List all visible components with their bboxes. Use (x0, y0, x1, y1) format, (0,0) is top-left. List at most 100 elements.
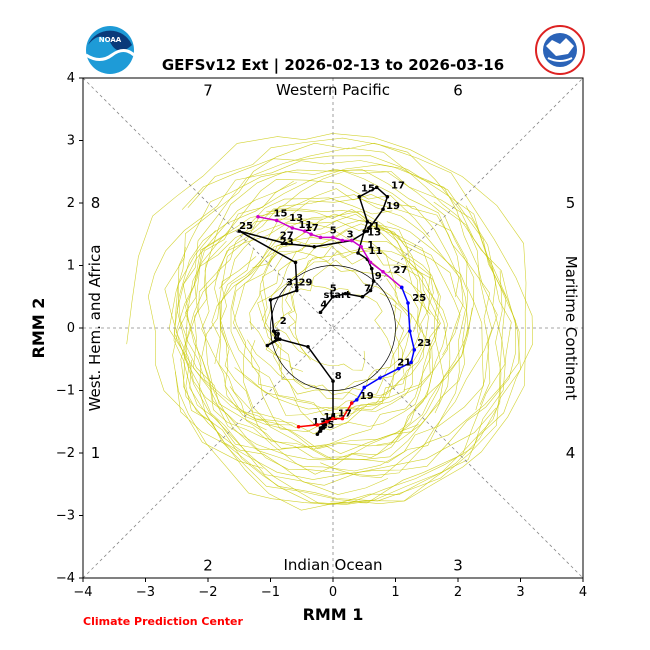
data-point (331, 416, 335, 421)
data-point (362, 385, 367, 390)
day-label: 13 (289, 213, 303, 224)
data-point (278, 337, 282, 342)
y-tick-label: −3 (56, 509, 75, 524)
day-label: 19 (360, 391, 374, 402)
x-tick-label: 3 (516, 585, 524, 600)
day-label: 5 (330, 284, 337, 295)
ensemble-member-line (198, 198, 484, 472)
day-label: 21 (397, 357, 411, 368)
day-label: 5 (330, 226, 337, 237)
data-point (268, 298, 273, 302)
x-tick-label: −3 (136, 585, 155, 600)
ensemble-member-line (229, 213, 441, 449)
diagonal-divider (83, 78, 583, 578)
data-point (318, 429, 323, 433)
data-point (294, 288, 299, 293)
ensemble-member-line (274, 281, 396, 399)
day-label: 4 (274, 332, 281, 343)
day-label: 27 (280, 231, 294, 242)
chart-title: GEFSv12 Ext | 2026-02-13 to 2026-03-16 (162, 56, 504, 75)
data-point (356, 251, 360, 255)
day-label: 17 (338, 409, 352, 420)
ensemble-member-line (250, 245, 430, 412)
data-point (374, 185, 379, 190)
data-point (369, 266, 374, 271)
y-tick-label: −2 (56, 446, 75, 461)
region-label-top: Western Pacific (276, 81, 390, 99)
noaa-logo-text: NOAA (99, 36, 122, 44)
ensemble-member-line (201, 194, 469, 450)
diagonal-divider (83, 78, 583, 578)
data-point (274, 218, 279, 223)
series-2: 25 23 21 19 (349, 285, 431, 405)
region-label-left: West. Hem. and Africa (86, 245, 104, 412)
data-point (318, 426, 323, 430)
nws-logo (535, 25, 585, 75)
day-label: 3 (347, 229, 354, 240)
data-point (359, 244, 363, 249)
ensemble-member-line (233, 219, 424, 416)
day-label: 1 (367, 240, 374, 251)
ensemble-member-line (126, 133, 527, 505)
data-point (293, 260, 298, 265)
data-point (354, 398, 359, 402)
ensemble-member-line (175, 188, 493, 477)
data-point (256, 214, 260, 219)
day-label: 19 (386, 201, 400, 212)
data-point (318, 310, 323, 315)
data-point (399, 285, 404, 290)
day-label: 11 (299, 220, 313, 231)
data-point (294, 285, 299, 290)
series-line (298, 402, 353, 428)
day-label: 7 (364, 284, 371, 295)
y-tick-label: 3 (67, 134, 75, 149)
phase-number: 1 (91, 444, 101, 462)
day-label: 27 (394, 265, 408, 276)
day-label: 23 (280, 237, 294, 248)
phase-number: 5 (566, 194, 576, 212)
day-label: 8 (335, 371, 342, 382)
phase-number: 6 (453, 82, 463, 100)
day-label: 31 (286, 277, 300, 288)
noaa-logo: NOAA (85, 26, 136, 74)
day-label: 17 (305, 223, 319, 234)
ensemble-member-line (249, 259, 405, 398)
data-point (371, 279, 376, 283)
y-axis-label: RMM 2 (29, 298, 48, 359)
phase-number: 8 (91, 194, 101, 212)
y-tick-label: −4 (56, 571, 75, 586)
data-point (318, 235, 323, 240)
data-point (331, 379, 335, 383)
data-point (324, 419, 329, 424)
ensemble-member-line (172, 137, 534, 506)
data-point (331, 235, 335, 240)
data-point (381, 207, 385, 212)
data-point (315, 423, 320, 427)
data-point (385, 194, 390, 199)
ensemble-member-line (218, 213, 429, 435)
day-label: 25 (412, 293, 426, 304)
x-tick-label: −1 (261, 585, 280, 600)
ensemble-member-line (219, 209, 440, 431)
x-tick-label: 4 (579, 585, 587, 600)
data-point (368, 288, 373, 293)
data-point (331, 413, 335, 418)
ensemble-member-line (220, 171, 464, 414)
ensemble-member-line (177, 169, 491, 458)
day-label: 17 (391, 181, 405, 192)
x-tick-label: 2 (454, 585, 462, 600)
data-point (321, 423, 326, 427)
data-point (357, 194, 362, 199)
x-tick-label: −4 (73, 585, 92, 600)
y-tick-label: 2 (67, 196, 75, 211)
region-label-bottom: Indian Ocean (283, 556, 382, 574)
series-line (351, 287, 416, 404)
day-label: 25 (239, 221, 253, 232)
x-tick-label: 1 (391, 585, 399, 600)
data-point (321, 426, 326, 430)
data-point (408, 329, 412, 333)
